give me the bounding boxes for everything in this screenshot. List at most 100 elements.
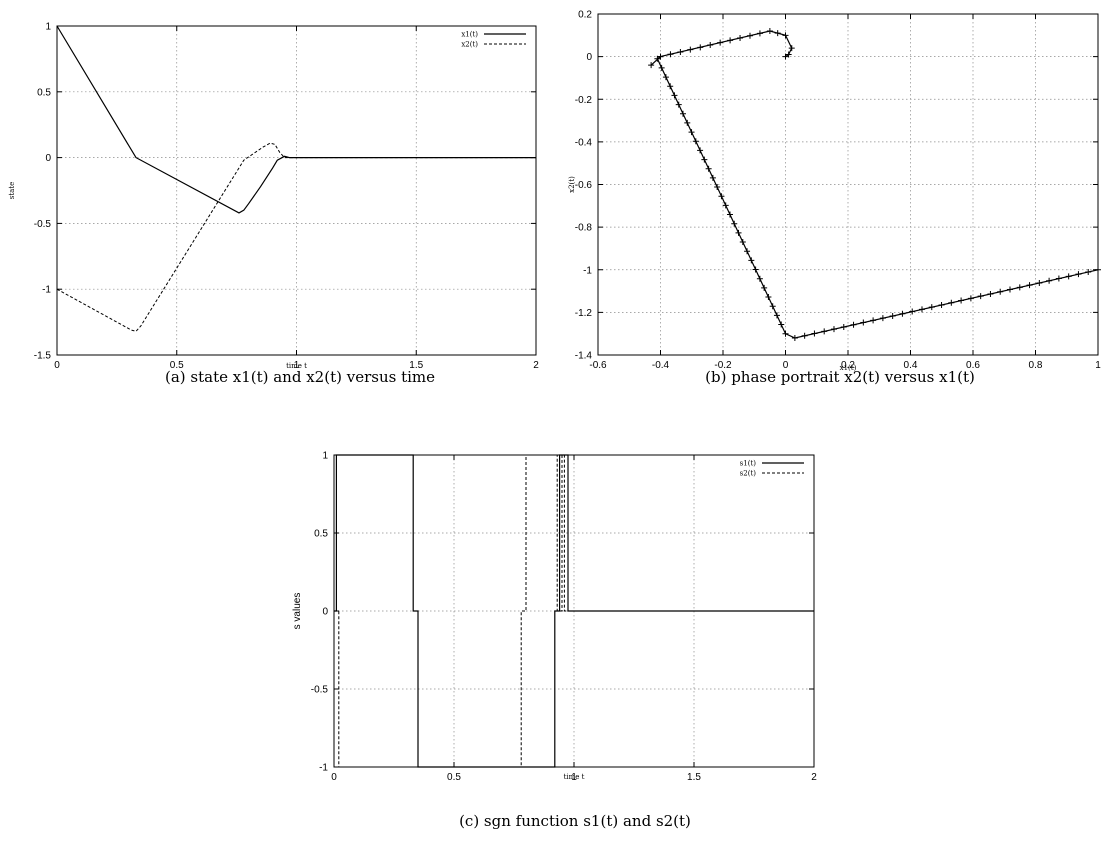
data-point-marker	[731, 220, 738, 227]
x-tick-label: 0	[54, 360, 60, 371]
data-point-marker	[899, 310, 906, 317]
data-point-marker	[718, 193, 725, 200]
y-tick-label: 0	[322, 607, 328, 618]
data-point-marker	[707, 42, 714, 48]
data-point-marker	[958, 297, 965, 304]
data-point-marker	[850, 321, 857, 328]
y-tick-label: 0	[45, 153, 51, 164]
data-point-marker	[756, 30, 763, 37]
caption-a: (a) state x1(t) and x2(t) versus time	[40, 368, 560, 386]
data-point-marker	[709, 174, 716, 181]
y-tick-label: -1	[583, 265, 592, 276]
data-point-marker	[756, 275, 763, 282]
data-point-marker	[830, 326, 837, 333]
y-tick-label: 0	[586, 52, 592, 63]
data-point-marker	[1095, 266, 1101, 273]
data-point-marker	[697, 44, 704, 51]
data-point-marker	[870, 317, 877, 324]
x-axis-label: time t	[286, 362, 307, 370]
caption-c: (c) sgn function s1(t) and s2(t)	[315, 812, 835, 830]
legend-label: s1(t)	[740, 460, 757, 468]
data-point-marker	[680, 110, 686, 117]
data-point-marker	[860, 319, 867, 326]
data-point-marker	[938, 301, 945, 308]
y-tick-label: 0.5	[37, 87, 51, 98]
data-point-marker	[677, 48, 684, 55]
x-axis-label: time t	[564, 773, 585, 781]
data-point-marker	[774, 30, 781, 37]
x-axis-label: x1(t)	[840, 364, 857, 372]
x-tick-label: 2	[533, 360, 539, 371]
legend-label: s2(t)	[740, 470, 757, 478]
caption-b: (b) phase portrait x2(t) versus x1(t)	[580, 368, 1100, 386]
data-point-marker	[658, 64, 665, 71]
y-tick-label: -0.5	[311, 685, 329, 696]
x-tick-label: 1	[294, 360, 300, 371]
data-point-marker	[773, 312, 780, 319]
x-tick-label: 0.4	[904, 360, 918, 371]
y-tick-label: 0.5	[314, 529, 328, 540]
data-point-marker	[752, 266, 759, 273]
x-tick-label: -0.2	[714, 360, 732, 371]
caption-b-text: (b) phase portrait x2(t) versus x1(t)	[705, 368, 975, 386]
x-tick-label: 1.5	[687, 772, 701, 783]
data-point-marker	[765, 294, 772, 301]
data-point-marker	[967, 295, 974, 302]
data-point-marker	[1046, 277, 1053, 284]
x-tick-label: -0.6	[589, 360, 607, 371]
data-point-marker	[687, 46, 694, 53]
data-point-marker	[739, 239, 746, 246]
data-point-marker	[717, 39, 724, 46]
data-point-marker	[928, 304, 935, 311]
data-point-marker	[909, 308, 916, 315]
data-point-marker	[987, 290, 994, 297]
series-line-2	[56, 142, 536, 332]
data-point-marker	[761, 284, 768, 291]
data-point-marker	[746, 32, 753, 39]
y-tick-label: 1	[322, 451, 328, 462]
chart-b-svg: -0.6 -0.4 -0.2 0 0.2 0.4 0.6 0.8 1 -1.4 -1.2 -1 -0.8…	[568, 10, 1101, 373]
data-point-marker	[769, 303, 776, 310]
y-tick-label: -0.6	[575, 180, 593, 191]
x-tick-label: 0.5	[170, 360, 184, 371]
y-tick-label: -1.5	[34, 351, 52, 362]
data-point-marker	[735, 229, 742, 236]
data-point-marker	[821, 328, 828, 335]
y-tick-label: -1	[42, 285, 51, 296]
data-point-marker	[801, 332, 808, 339]
series-line-2	[334, 454, 814, 768]
data-point-marker	[977, 293, 984, 300]
data-point-marker	[671, 92, 678, 99]
data-point-marker	[840, 323, 847, 330]
x-tick-label: 1	[571, 772, 577, 783]
data-point-marker	[648, 62, 655, 69]
data-point-marker	[722, 202, 729, 209]
data-point-marker	[782, 53, 789, 60]
y-tick-label: -1.2	[575, 308, 593, 319]
y-axis-label: s values	[292, 593, 303, 630]
x-tick-label: 0	[783, 360, 789, 371]
data-point-marker	[1075, 271, 1082, 278]
chart-panel-a: 0 0.5 1 1.5 2 -1.5 -1 -0.5 0 0.5 1 time t state x1(t)…	[0, 0, 550, 372]
data-point-marker	[692, 138, 699, 145]
x-tick-label: -0.4	[652, 360, 670, 371]
data-point-marker	[726, 211, 733, 218]
data-point-marker	[705, 165, 712, 172]
x-tick-label: 0.2	[841, 360, 855, 371]
data-point-marker	[1085, 268, 1092, 275]
data-point-marker	[1036, 279, 1043, 286]
data-point-marker	[782, 330, 789, 337]
data-point-marker	[918, 306, 925, 313]
data-point-marker	[748, 257, 755, 264]
x-tick-label: 1.5	[409, 360, 423, 371]
x-tick-label: 2	[811, 772, 817, 783]
x-tick-label: 0.6	[966, 360, 980, 371]
data-point-marker	[785, 51, 792, 58]
data-point-marker	[788, 45, 795, 52]
data-point-marker	[701, 156, 708, 163]
data-point-marker	[811, 330, 818, 337]
series-line-1	[334, 454, 814, 768]
y-tick-label: -1	[319, 763, 328, 774]
data-point-marker	[714, 184, 721, 191]
